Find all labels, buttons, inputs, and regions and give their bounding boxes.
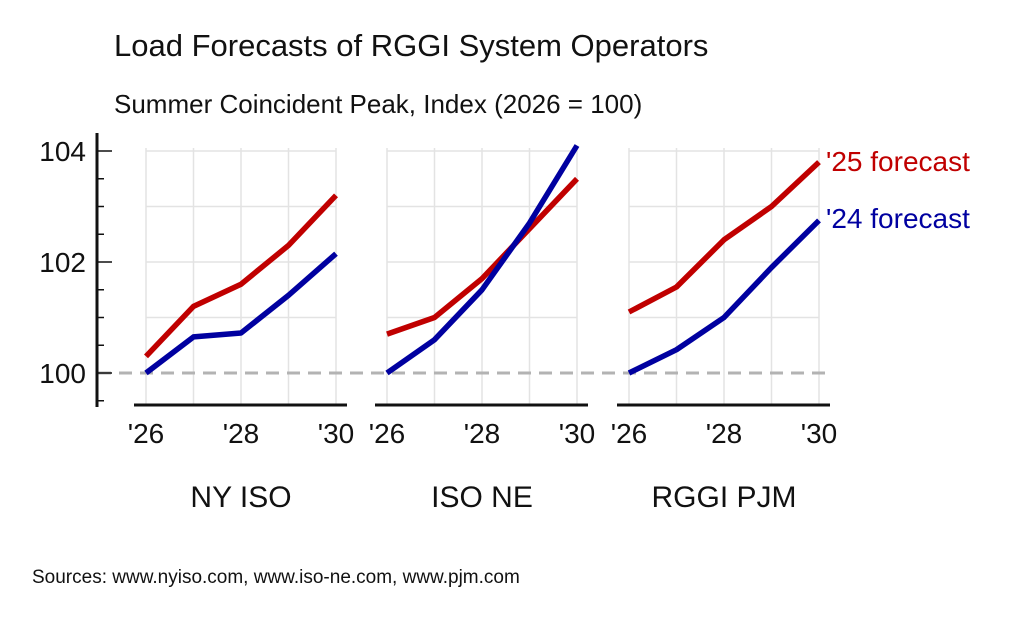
y-tick-label: 102 [39, 247, 86, 278]
series-line-2025-forecast [144, 193, 338, 359]
x-tick-label: '26 [369, 418, 406, 449]
y-tick-label: 104 [39, 136, 86, 167]
chart-title: Load Forecasts of RGGI System Operators [114, 28, 709, 63]
legend-label-2024-forecast: '24 forecast [826, 203, 970, 234]
x-tick-label: '30 [801, 418, 838, 449]
panel-label: ISO NE [431, 481, 533, 514]
legend-label-2025-forecast: '25 forecast [826, 146, 970, 177]
series-line-2024-forecast [144, 251, 338, 376]
x-tick-label: '30 [318, 418, 355, 449]
series-line-2024-forecast [627, 218, 821, 376]
x-tick-label: '28 [706, 418, 743, 449]
x-tick-label: '28 [223, 418, 260, 449]
chart-subtitle: Summer Coincident Peak, Index (2026 = 10… [114, 89, 643, 119]
x-tick-label: '26 [128, 418, 165, 449]
panel-label: RGGI PJM [651, 481, 796, 514]
series-line-2025-forecast [386, 176, 579, 337]
source-note: Sources: www.nyiso.com, www.iso-ne.com, … [32, 567, 520, 588]
x-tick-label: '28 [464, 418, 501, 449]
x-tick-label: '26 [611, 418, 648, 449]
series-line-2024-forecast [385, 144, 580, 376]
series-line-2025-forecast [627, 160, 821, 315]
y-tick-label: 100 [39, 358, 86, 389]
x-tick-label: '30 [559, 418, 596, 449]
panel-label: NY ISO [190, 481, 291, 514]
